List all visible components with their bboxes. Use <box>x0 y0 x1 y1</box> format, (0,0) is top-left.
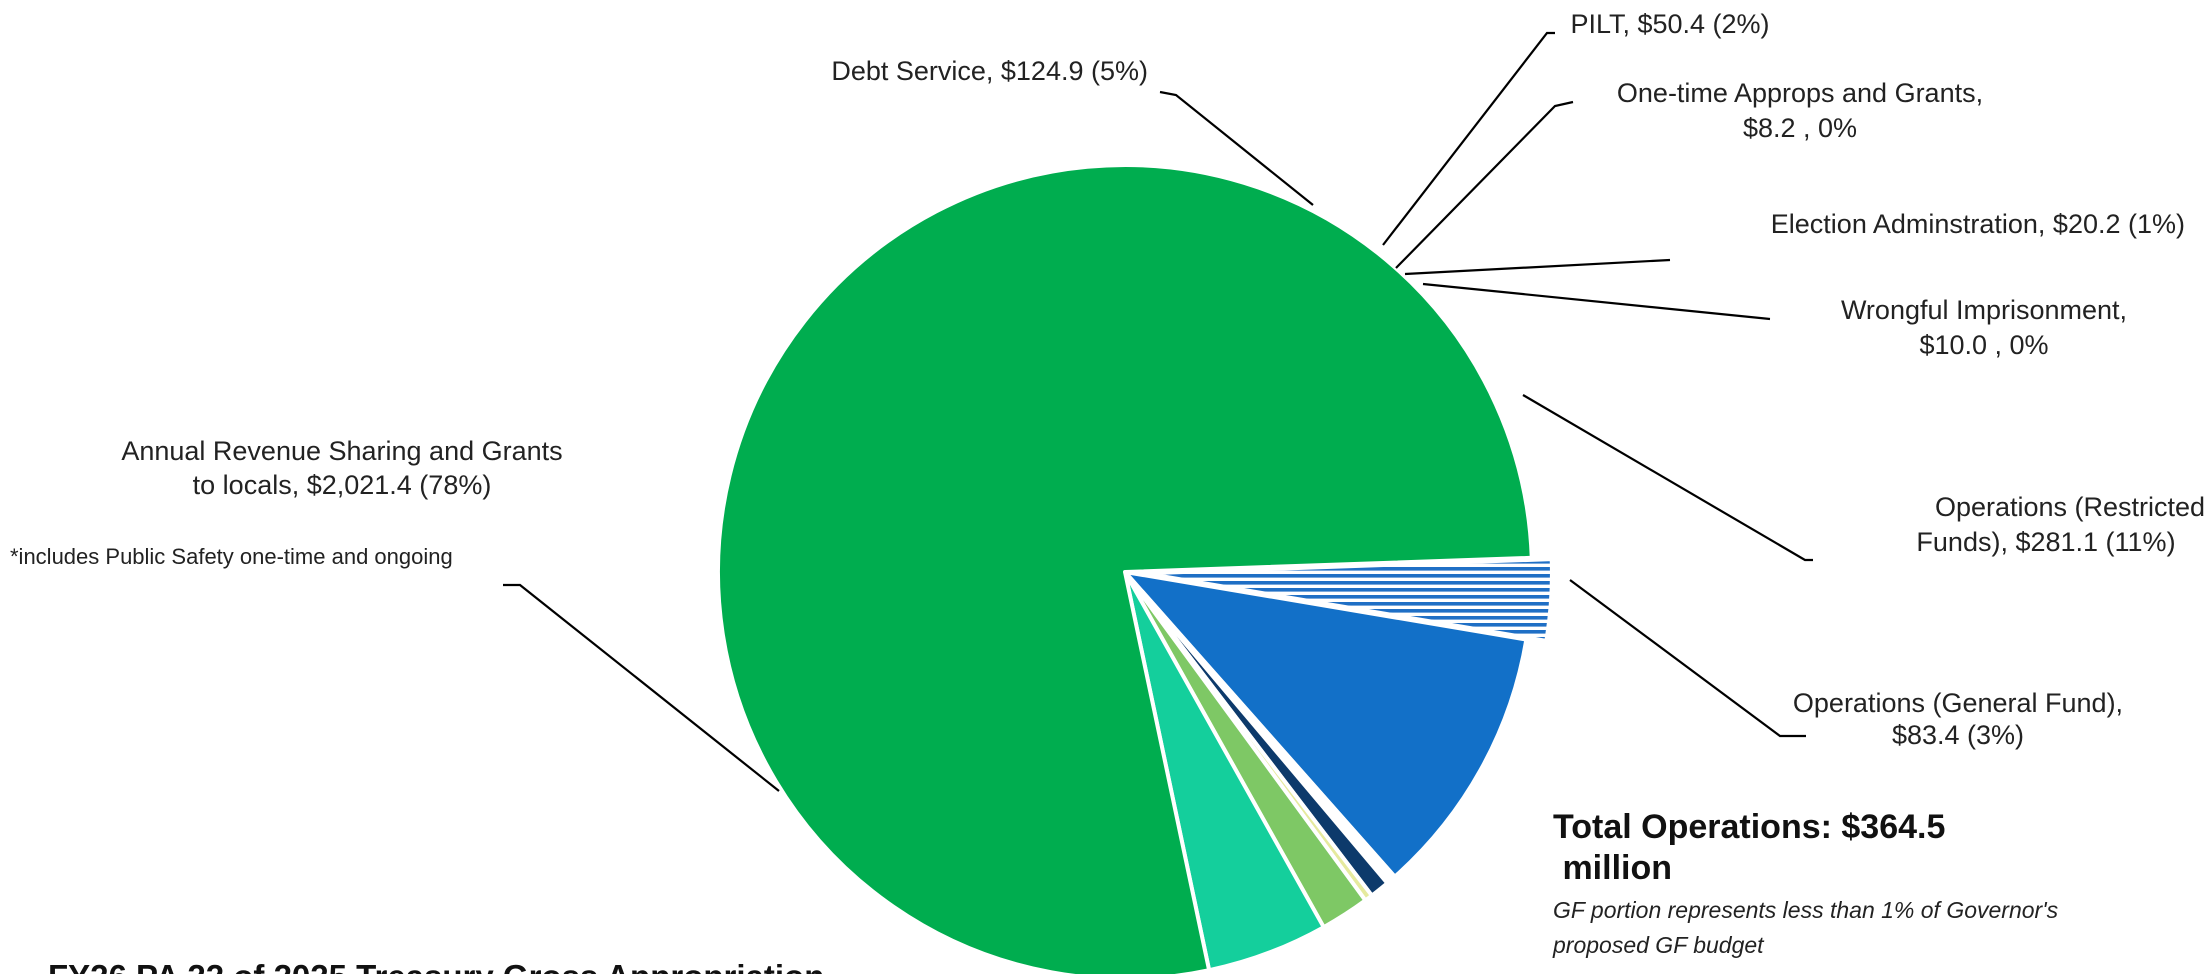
gf-note-line-1: GF portion represents less than 1% of Go… <box>1553 897 2059 923</box>
slice-label-5-line-1: One-time Approps and Grants, <box>1617 78 1983 108</box>
total-operations-label: Total Operations: $364.5 <box>1553 808 1945 846</box>
slice-label-2-line-2: Funds), $281.1 (11%) <box>1916 527 2175 557</box>
pie-slice-1 <box>1142 557 1554 643</box>
leader-line-2 <box>1522 394 1813 562</box>
leader-line-8 <box>503 583 780 792</box>
pie-slice-8 <box>716 163 1534 974</box>
slice-label-2-line-1: Operations (Restricted <box>1935 492 2205 522</box>
slice-label-3-line-2: $10.0 , 0% <box>1919 330 2048 360</box>
leader-lines <box>503 31 1813 792</box>
pie-slice-2 <box>1123 570 1529 879</box>
leader-line-5 <box>1395 100 1574 269</box>
leader-line-4 <box>1404 258 1671 276</box>
leader-line-7 <box>1159 90 1314 206</box>
slice-label-4-line-1: Election Adminstration, $20.2 (1%) <box>1771 209 2185 239</box>
total-operations-label-unit: million <box>1553 849 1672 887</box>
slice-label-5-line-2: $8.2 , 0% <box>1743 113 1857 143</box>
leader-line-6 <box>1382 31 1555 246</box>
slice-labels: Operations (General Fund),$83.4 (3%) Oper… <box>121 9 2205 750</box>
leader-line-1 <box>1569 579 1806 738</box>
slice-label-3-line-1: Wrongful Imprisonment, <box>1841 295 2127 325</box>
revenue-sharing-note: *includes Public Safety one-time and ong… <box>10 544 453 569</box>
slice-label-7-line-1: Debt Service, $124.9 (5%) <box>831 56 1148 86</box>
gf-note-line-2: proposed GF budget <box>1552 932 1765 958</box>
leader-line-3 <box>1422 282 1771 321</box>
slice-label-1-line-2: $83.4 (3%) <box>1892 720 2024 750</box>
chart-title: FY26 PA 22 of 2025 Treasury Gross Approp… <box>48 958 824 974</box>
slice-label-1-line-1: Operations (General Fund), <box>1793 688 2123 718</box>
pie-slices <box>716 163 1554 974</box>
slice-label-8-line-2: to locals, $2,021.4 (78%) <box>193 470 492 500</box>
slice-label-6-line-1: PILT, $50.4 (2%) <box>1570 9 1769 39</box>
slice-label-8-line-1: Annual Revenue Sharing and Grants <box>121 436 562 466</box>
